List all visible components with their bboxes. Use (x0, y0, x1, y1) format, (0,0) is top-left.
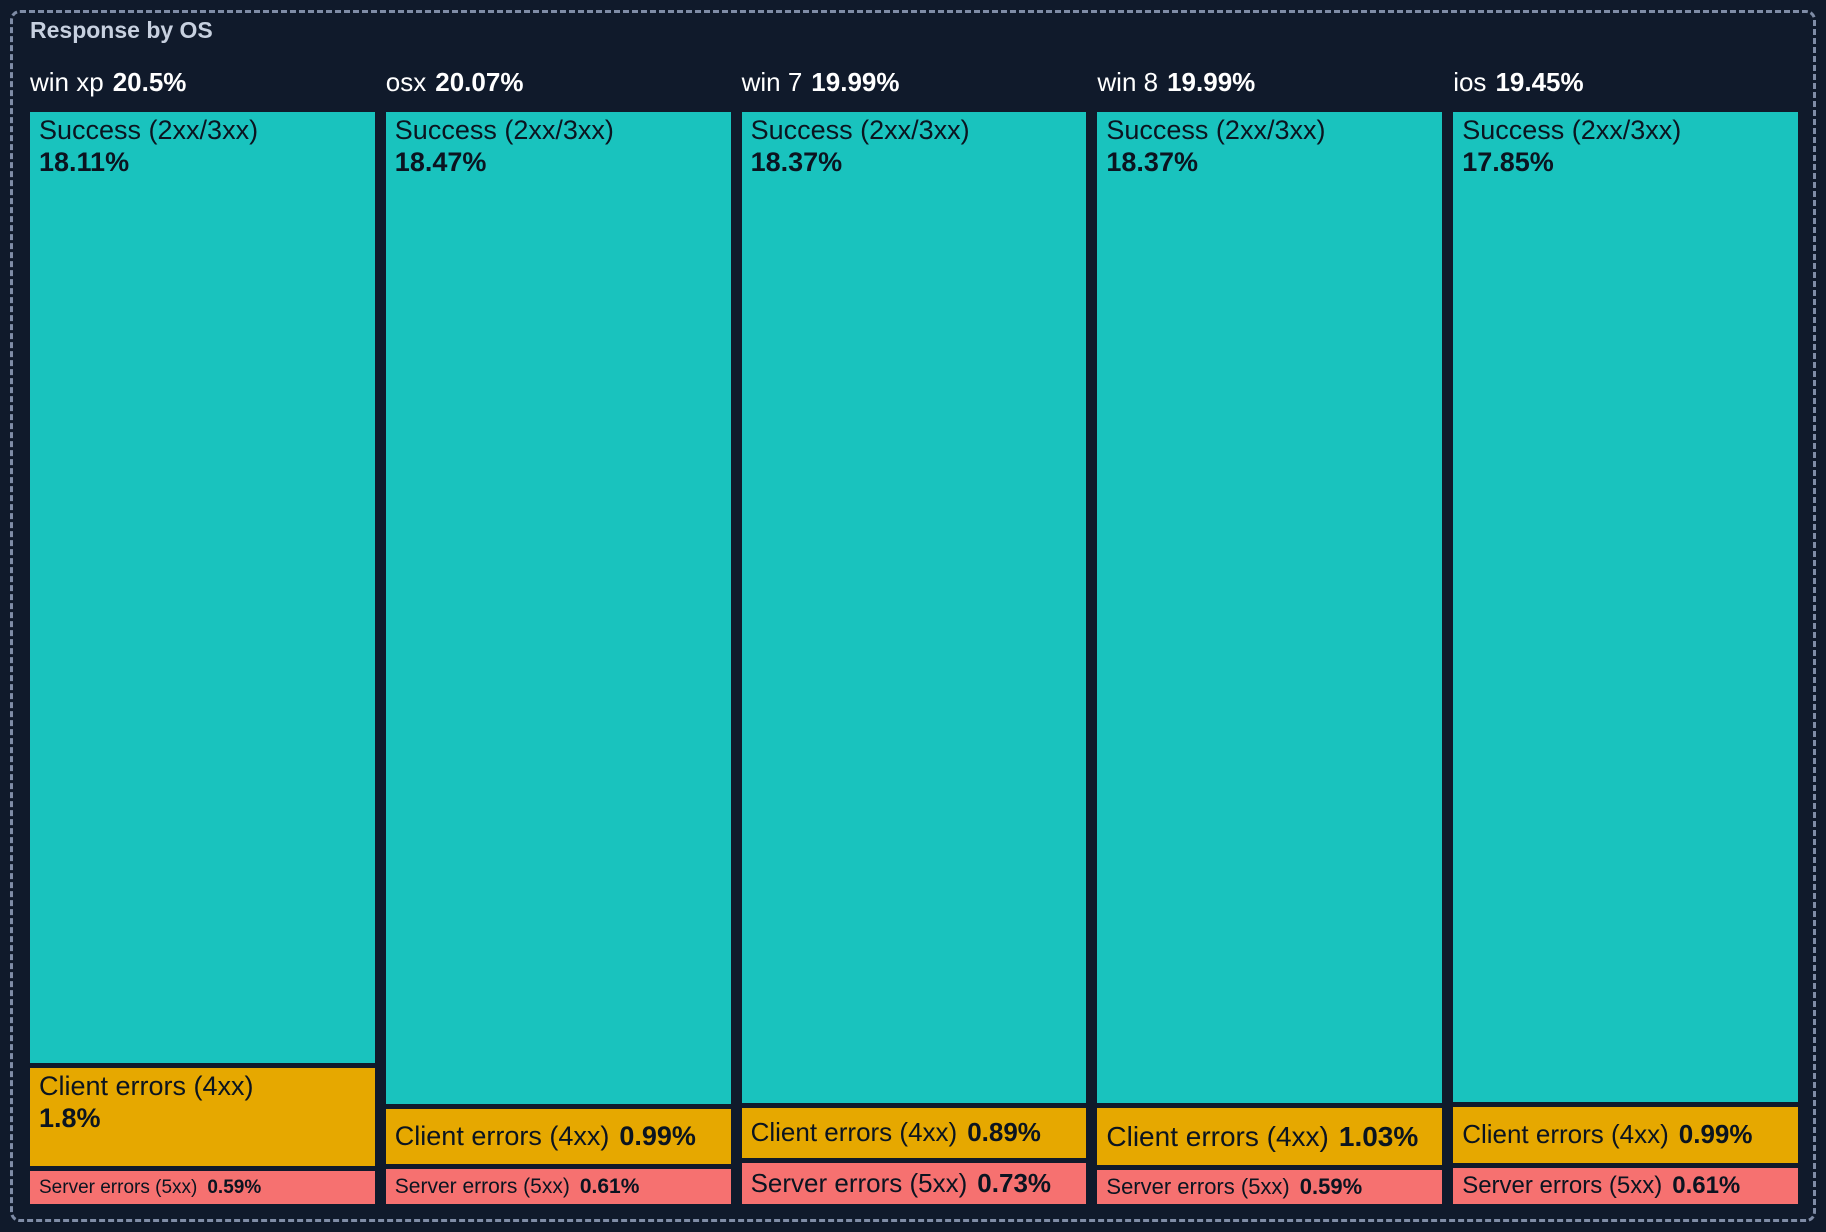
column-header: win 8 19.99% (1097, 66, 1442, 98)
block-client-errors[interactable]: Client errors (4xx) 0.99% (385, 1109, 731, 1165)
column-blocks: Success (2xx/3xx) 17.85% Client errors (… (1453, 112, 1798, 1205)
block-value: 18.11% (39, 146, 130, 177)
block-server-errors[interactable]: Server errors (5xx) 0.61% (385, 1169, 731, 1204)
block-value: 0.99% (1678, 1119, 1753, 1150)
block-value: 18.47% (394, 146, 487, 177)
block-value: 0.99% (619, 1121, 696, 1152)
column-blocks: Success (2xx/3xx) 18.47% Client errors (… (385, 112, 731, 1204)
block-server-errors[interactable]: Server errors (5xx) 0.59% (30, 1171, 375, 1204)
column-total: 20.07% (435, 67, 524, 97)
column-name: ios (1453, 67, 1487, 97)
block-value: 18.37% (750, 146, 843, 177)
block-value: 0.73% (977, 1167, 1052, 1198)
column-total: 19.99% (811, 67, 900, 97)
column-blocks: Success (2xx/3xx) 18.37% Client errors (… (1097, 112, 1443, 1205)
column-name: win xp (30, 67, 104, 97)
block-value: 0.59% (1299, 1174, 1363, 1200)
block-server-errors[interactable]: Server errors (5xx) 0.73% (741, 1162, 1087, 1204)
column-name: win 7 (741, 67, 803, 97)
block-label: Client errors (4xx) (39, 1071, 254, 1102)
block-label: Success (2xx/3xx) (394, 115, 614, 145)
treemap-column-win-7: win 7 19.99% Success (2xx/3xx) 18.37% Cli… (741, 66, 1087, 1204)
column-total: 19.45% (1495, 67, 1584, 97)
block-value: 18.37% (1106, 146, 1198, 177)
treemap-column-win-xp: win xp 20.5% Success (2xx/3xx) 18.11% Cli… (30, 66, 375, 1204)
block-server-errors[interactable]: Server errors (5xx) 0.61% (1453, 1168, 1798, 1205)
treemap-column-win-8: win 8 19.99% Success (2xx/3xx) 18.37% Cli… (1097, 66, 1443, 1205)
block-label: Server errors (5xx) (1462, 1172, 1663, 1200)
column-total: 19.99% (1167, 67, 1256, 97)
block-label: Client errors (4xx) (750, 1117, 958, 1148)
panel-title: Response by OS (30, 17, 213, 43)
block-label: Client errors (4xx) (394, 1121, 610, 1152)
column-header: win xp 20.5% (30, 66, 375, 98)
block-label: Client errors (4xx) (1106, 1120, 1329, 1152)
column-blocks: Success (2xx/3xx) 18.37% Client errors (… (741, 112, 1087, 1204)
column-total: 20.5% (112, 67, 187, 97)
block-label: Server errors (5xx) (1106, 1174, 1290, 1200)
block-server-errors[interactable]: Server errors (5xx) 0.59% (1097, 1170, 1443, 1205)
block-success[interactable]: Success (2xx/3xx) 17.85% (1453, 112, 1798, 1102)
block-label: Success (2xx/3xx) (39, 115, 259, 145)
block-client-errors[interactable]: Client errors (4xx) 1.8% (30, 1068, 375, 1167)
block-value: 0.89% (967, 1117, 1041, 1148)
column-name: osx (385, 67, 427, 97)
block-success[interactable]: Success (2xx/3xx) 18.47% (385, 112, 731, 1105)
block-client-errors[interactable]: Client errors (4xx) 0.99% (1453, 1106, 1798, 1164)
block-value: 0.61% (579, 1174, 640, 1198)
column-header: ios 19.45% (1453, 66, 1798, 98)
block-value: 0.59% (207, 1176, 262, 1198)
block-value: 1.8% (39, 1102, 101, 1133)
block-label: Server errors (5xx) (394, 1174, 570, 1198)
block-client-errors[interactable]: Client errors (4xx) 1.03% (1097, 1107, 1443, 1166)
block-success[interactable]: Success (2xx/3xx) 18.11% (30, 112, 375, 1064)
block-value: 1.03% (1338, 1120, 1419, 1152)
block-success[interactable]: Success (2xx/3xx) 18.37% (741, 112, 1087, 1103)
block-success[interactable]: Success (2xx/3xx) 18.37% (1097, 112, 1443, 1103)
block-label: Success (2xx/3xx) (1462, 115, 1682, 145)
block-label: Success (2xx/3xx) (1106, 115, 1326, 145)
block-label: Server errors (5xx) (39, 1176, 198, 1198)
treemap-column-osx: osx 20.07% Success (2xx/3xx) 18.47% Clien… (385, 66, 731, 1204)
block-client-errors[interactable]: Client errors (4xx) 0.89% (741, 1107, 1087, 1158)
column-blocks: Success (2xx/3xx) 18.11% Client errors (… (30, 112, 375, 1204)
response-by-os-panel: Response by OS win xp 20.5% Success (2xx/… (30, 16, 1798, 1205)
column-header: osx 20.07% (386, 66, 731, 98)
block-label: Server errors (5xx) (750, 1167, 968, 1198)
treemap-column-ios: ios 19.45% Success (2xx/3xx) 17.85% Clien… (1453, 66, 1798, 1205)
block-label: Success (2xx/3xx) (750, 115, 970, 145)
column-name: win 8 (1097, 67, 1159, 97)
block-value: 0.61% (1672, 1172, 1741, 1200)
column-header: win 7 19.99% (742, 66, 1087, 98)
block-label: Client errors (4xx) (1462, 1119, 1669, 1150)
panel-selection-border (10, 10, 1816, 1222)
block-value: 17.85% (1462, 146, 1554, 177)
treemap: win xp 20.5% Success (2xx/3xx) 18.11% Cli… (30, 66, 1798, 1205)
